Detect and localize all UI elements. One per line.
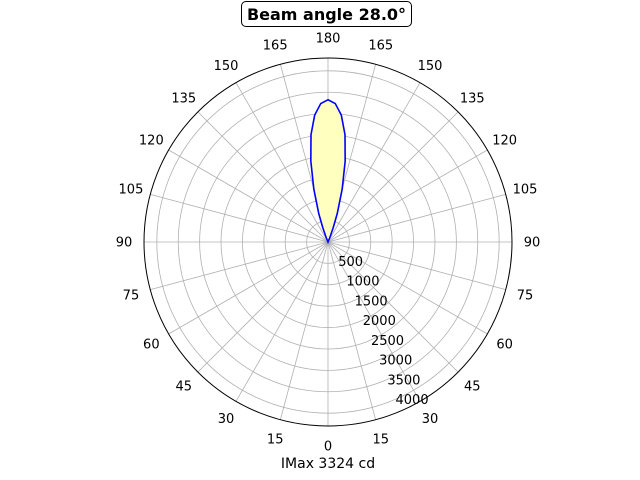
angle-tick-label: 90 <box>116 236 133 251</box>
x-axis-label: IMax 3324 cd <box>280 456 376 472</box>
angle-tick-label: 105 <box>513 183 538 198</box>
angle-tick-label: 75 <box>517 288 534 303</box>
radial-gridline <box>156 70 500 414</box>
radial-tick-label: 500 <box>338 255 363 270</box>
angle-tick-label: 90 <box>524 236 541 251</box>
angular-gridline <box>327 241 506 291</box>
angular-gridline <box>327 82 421 243</box>
radial-gridline <box>177 91 479 393</box>
angle-tick-label: 120 <box>139 134 164 149</box>
radial-tick-label: 3500 <box>387 373 420 388</box>
polar-frame <box>143 57 513 427</box>
angle-tick-label: 135 <box>171 91 196 106</box>
angle-tick-label: 135 <box>460 91 485 106</box>
radial-tick-label: 4000 <box>396 393 429 408</box>
angle-tick-label: 15 <box>373 433 390 448</box>
angular-gridline <box>327 111 459 243</box>
angle-tick-label: 60 <box>143 338 160 353</box>
angle-tick-label: 150 <box>214 59 239 74</box>
radial-tick-label: 3000 <box>379 354 412 369</box>
angle-tick-label: 75 <box>123 288 140 303</box>
angular-gridline <box>197 241 329 373</box>
beam-fill <box>310 99 346 242</box>
angle-tick-label: 120 <box>492 134 517 149</box>
angular-gridline <box>168 149 329 243</box>
radial-tick-label: 2500 <box>371 334 404 349</box>
angle-tick-label: 150 <box>418 59 443 74</box>
chart-title: Beam angle 28.0° <box>241 1 412 27</box>
angle-tick-label: 180 <box>316 32 341 47</box>
angle-tick-label: 30 <box>218 412 235 427</box>
angular-gridline <box>327 241 459 373</box>
angular-gridline <box>327 149 488 243</box>
angle-tick-label: 45 <box>464 380 481 395</box>
angular-gridline <box>327 241 488 335</box>
angular-gridline <box>327 193 506 243</box>
radial-tick-label: 1500 <box>355 294 388 309</box>
angle-tick-label: 165 <box>368 38 393 53</box>
angular-gridline <box>168 241 329 335</box>
angle-tick-label: 45 <box>175 380 192 395</box>
angular-gridline <box>197 111 329 243</box>
angle-tick-label: 165 <box>263 38 288 53</box>
angular-gridline <box>150 241 329 291</box>
radial-tick-label: 2000 <box>363 314 396 329</box>
angle-tick-label: 30 <box>422 412 439 427</box>
angular-gridline <box>279 241 329 420</box>
angular-gridline <box>150 193 329 243</box>
angular-gridline <box>327 241 421 402</box>
angle-tick-label: 105 <box>119 183 144 198</box>
angular-gridline <box>327 241 377 420</box>
radial-tick-label: 1000 <box>346 275 379 290</box>
angle-tick-label: 15 <box>267 433 284 448</box>
angle-tick-label: 60 <box>496 338 513 353</box>
beam-curve <box>310 98 346 245</box>
angle-tick-label: 0 <box>324 440 332 455</box>
angular-gridline <box>235 82 329 243</box>
angular-gridline <box>235 241 329 402</box>
